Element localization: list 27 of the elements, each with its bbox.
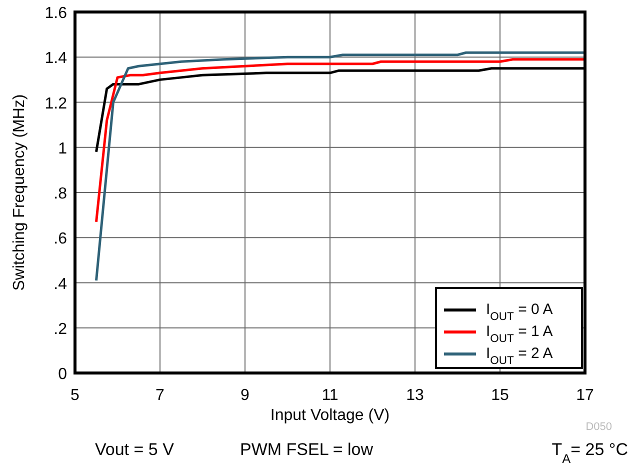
- y-tick-label: .2: [54, 320, 68, 338]
- y-tick-label: 1.6: [44, 5, 68, 22]
- y-axis-title: Switching Frequency (MHz): [11, 94, 28, 291]
- x-tick-label: 9: [240, 387, 250, 404]
- legend-label: I$_{OUT}$ = 0 A: [486, 301, 553, 323]
- text: D050: [586, 421, 612, 433]
- text: T$_{A}$= 25 °C: [552, 440, 628, 466]
- line-series: [95, 58, 586, 224]
- x-tick-label: 17: [576, 387, 594, 404]
- y-tick-label: .8: [54, 186, 68, 202]
- legend-label: I$_{OUT}$ = 2 A: [486, 345, 553, 367]
- y-tick-label: 1.4: [44, 50, 68, 68]
- line-series: [95, 51, 586, 282]
- x-tick-label: 5: [70, 387, 80, 404]
- y-tick-label: 0: [58, 366, 68, 383]
- legend-label: I$_{OUT}$ = 1 A: [486, 323, 553, 345]
- y-tick-label: 1.2: [44, 95, 68, 112]
- text: PWM FSEL = low: [240, 440, 374, 459]
- x-axis-title: Input Voltage (V): [270, 407, 390, 424]
- x-tick-label: 7: [156, 387, 165, 404]
- x-tick-label: 13: [406, 387, 424, 404]
- y-tick-label: .4: [54, 276, 68, 293]
- x-tick-label: 15: [491, 387, 509, 404]
- y-tick-label: .6: [54, 230, 68, 248]
- y-tick-label: 1: [58, 140, 68, 158]
- text: Vout = 5 V: [95, 440, 175, 459]
- x-tick-label: 11: [322, 387, 338, 404]
